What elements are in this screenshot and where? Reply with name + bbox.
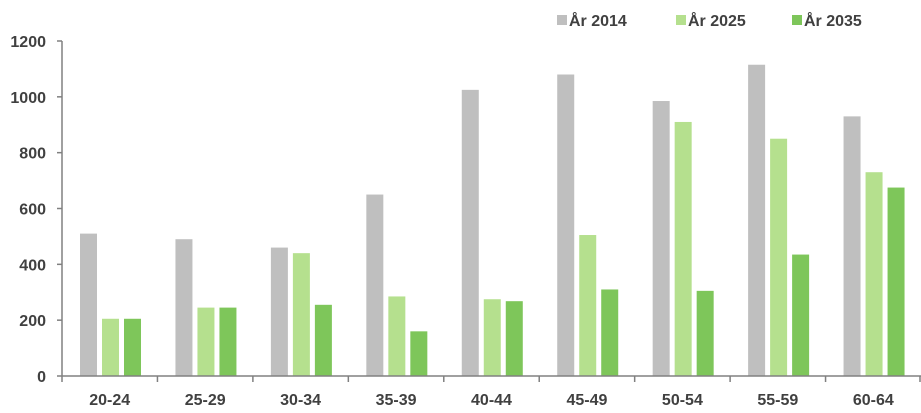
bar-år-2025-35-39: [388, 296, 406, 376]
x-axis: 20-24 25-29 30-34 35-39 40-44 45-49 50-54 55-59…: [61, 375, 921, 409]
y-tick-label: 0: [37, 369, 46, 386]
bar-år-2025-50-54: [674, 121, 692, 376]
bar-år-2035-20-24: [124, 318, 141, 376]
x-category-label: 20-24: [89, 392, 130, 409]
bar-år-2035-45-49: [601, 289, 619, 376]
bar-år-2035-60-64: [887, 187, 905, 376]
y-axis: 0 200 400 600 800 1000 1200: [10, 34, 63, 386]
legend-swatch: [557, 15, 567, 25]
bar-år-2014-30-34: [270, 247, 288, 376]
bar-år-2035-25-29: [219, 307, 237, 376]
bar-år-2014-25-29: [175, 239, 193, 376]
legend-swatch: [792, 15, 802, 25]
x-category-label: 50-54: [662, 392, 703, 409]
legend: År 2014 År 2025 År 2035: [557, 11, 862, 30]
bar-år-2025-45-49: [579, 235, 597, 376]
y-tick-label: 800: [19, 146, 46, 163]
legend-label: År 2014: [569, 11, 627, 30]
bar-år-2025-25-29: [197, 307, 215, 376]
bar-år-2025-30-34: [292, 253, 310, 376]
y-tick-label: 600: [19, 202, 46, 219]
legend-swatch: [676, 15, 686, 25]
bar-år-2035-30-34: [314, 304, 332, 376]
legend-label: År 2035: [804, 11, 862, 30]
x-category-label: 45-49: [566, 392, 607, 409]
bar-år-2014-50-54: [652, 101, 670, 376]
x-category-label: 25-29: [185, 392, 226, 409]
bars: [80, 64, 905, 377]
x-category-label: 40-44: [471, 392, 512, 409]
x-category-label: 35-39: [376, 392, 417, 409]
y-tick-label: 200: [19, 313, 46, 330]
bar-år-2014-60-64: [843, 116, 861, 376]
bar-år-2025-20-24: [102, 318, 119, 376]
bar-år-2014-35-39: [366, 194, 384, 376]
x-category-label: 55-59: [757, 392, 798, 409]
bar-år-2014-20-24: [80, 233, 97, 376]
y-tick-label: 1000: [10, 90, 46, 107]
bar-år-2025-40-44: [483, 299, 501, 376]
y-tick-label: 1200: [10, 34, 46, 51]
legend-label: År 2025: [688, 11, 746, 30]
x-category-label: 30-34: [280, 392, 321, 409]
bar-år-2035-50-54: [696, 290, 714, 376]
y-tick-label: 400: [19, 257, 46, 274]
x-category-label: 60-64: [853, 392, 894, 409]
bar-år-2014-40-44: [461, 89, 479, 377]
bar-år-2014-55-59: [748, 64, 766, 377]
bar-år-2025-60-64: [865, 172, 883, 376]
bar-år-2035-35-39: [410, 331, 428, 376]
bar-år-2035-55-59: [792, 254, 810, 376]
bar-år-2014-45-49: [557, 74, 575, 376]
bar-år-2035-40-44: [505, 301, 523, 376]
bar-år-2025-55-59: [770, 138, 788, 376]
